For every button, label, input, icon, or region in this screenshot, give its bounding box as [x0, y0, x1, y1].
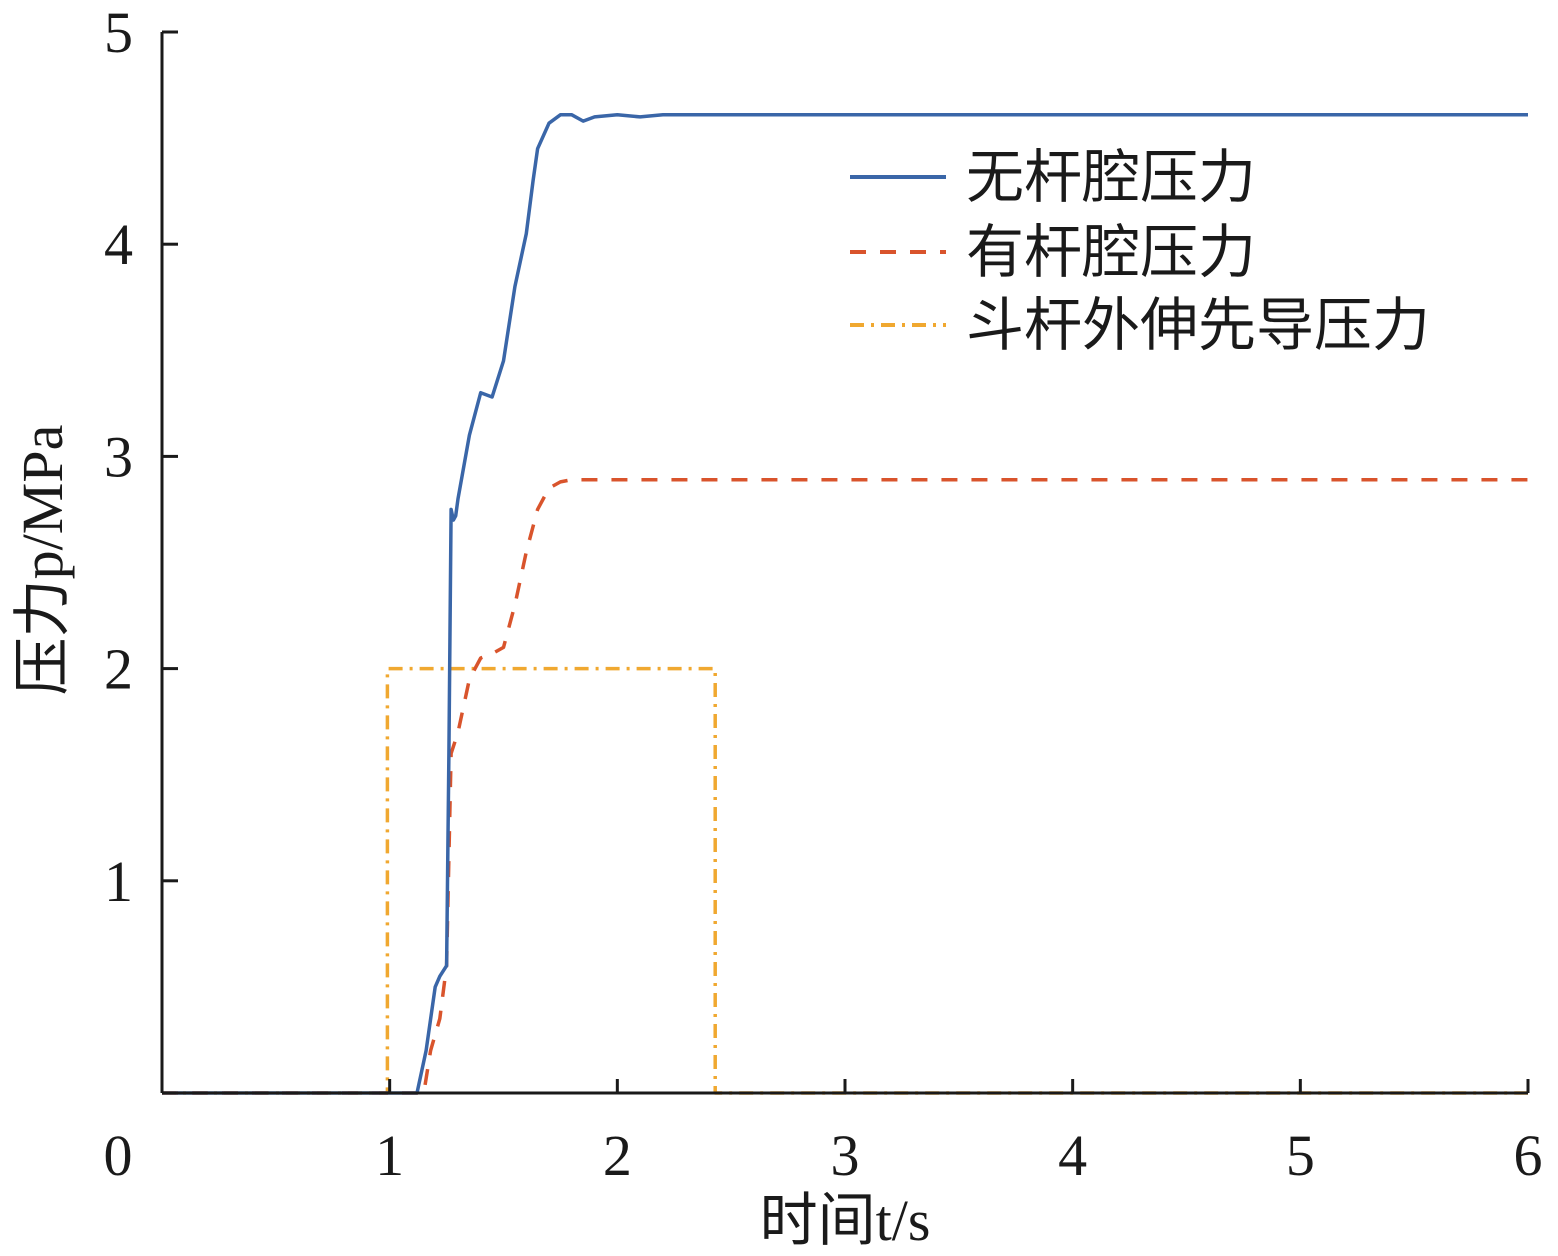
- x-tick-label: 4: [1058, 1123, 1087, 1188]
- x-axis-title: 时间t/s: [760, 1188, 931, 1253]
- x-tick-label: 6: [1514, 1123, 1543, 1188]
- y-tick-label: 5: [104, 0, 133, 65]
- legend-label-1: 有杆腔压力: [966, 220, 1256, 285]
- y-tick-label: 1: [104, 849, 133, 914]
- legend-label-0: 无杆腔压力: [966, 145, 1256, 210]
- y-tick-label: 4: [104, 212, 133, 277]
- y-tick-label: 2: [104, 637, 133, 702]
- y-tick-label: 3: [104, 424, 133, 489]
- ticks-layer: 0 1 2 3 4 5 6 1 2 3 4 5: [104, 0, 1543, 1188]
- x-tick-label: 3: [831, 1123, 860, 1188]
- x-tick-label: 1: [375, 1123, 404, 1188]
- series-line-1: [162, 477, 1528, 1095]
- x-tick-label: 2: [603, 1123, 632, 1188]
- series-layer: [162, 113, 1528, 1095]
- y-axis-title: 压力p/MPa: [10, 425, 75, 696]
- legend-label-2: 斗杆外伸先导压力: [966, 293, 1430, 358]
- series-line-2: [162, 666, 1528, 1095]
- x-tick-label: 0: [104, 1123, 133, 1188]
- series-line-0: [162, 113, 1528, 1095]
- axes-layer: [160, 32, 1528, 1095]
- x-tick-label: 5: [1286, 1123, 1315, 1188]
